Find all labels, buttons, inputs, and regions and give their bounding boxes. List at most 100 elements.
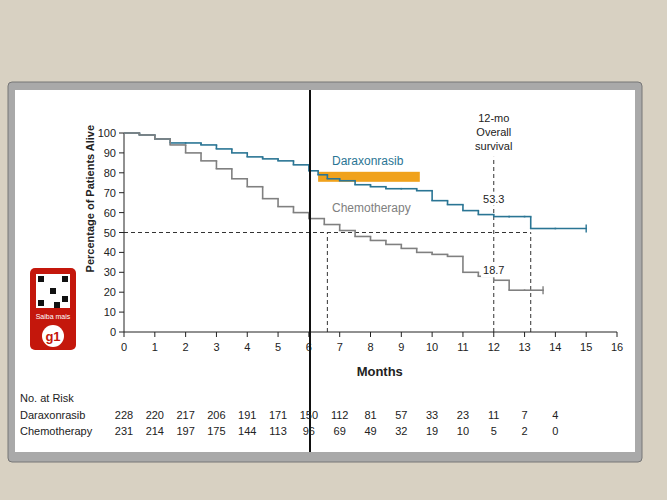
step-segment [340, 180, 355, 182]
step-segment [417, 252, 432, 254]
series-group [124, 133, 586, 294]
step-riser [530, 217, 532, 229]
step-riser [277, 199, 279, 207]
risk-count: 4 [552, 409, 558, 421]
x-tick [555, 332, 556, 337]
x-tick [401, 332, 402, 337]
risk-count: 228 [115, 409, 133, 421]
reference-line [327, 233, 328, 333]
step-segment [278, 160, 293, 162]
risk-count: 191 [238, 409, 256, 421]
badge-qr-cell [38, 276, 44, 282]
x-tick [586, 332, 587, 337]
x-tick-label: 16 [611, 341, 623, 353]
y-tick-label: 70 [104, 187, 116, 199]
risk-title: No. at Risk [20, 392, 74, 404]
annotation: 12-moOverallsurvival [475, 112, 512, 152]
step-riser [323, 219, 325, 225]
risk-count: 2 [522, 425, 528, 437]
step-riser [293, 207, 295, 213]
step-riser [246, 179, 248, 187]
wall [0, 0, 667, 500]
annotation-value: 53.3 [483, 193, 504, 205]
step-segment [216, 168, 231, 170]
step-segment [386, 244, 401, 246]
annotation-value: 18.7 [483, 264, 504, 276]
step-segment [371, 186, 386, 188]
step-segment [232, 152, 247, 154]
step-segment [494, 216, 509, 218]
censor-tick [542, 286, 543, 294]
step-segment [509, 289, 524, 291]
x-axis-title: Months [357, 364, 403, 379]
highlight [318, 172, 420, 182]
y-tick [119, 272, 124, 273]
y-tick-label: 100 [98, 127, 116, 139]
step-riser [231, 169, 233, 179]
x-tick-label: 3 [213, 341, 219, 353]
annotation-line: Overall [476, 126, 511, 138]
x-tick-label: 10 [426, 341, 438, 353]
step-riser [431, 191, 433, 201]
x-tick [278, 332, 279, 337]
annotation-line: survival [475, 140, 512, 152]
x-tick [339, 332, 340, 337]
step-segment [293, 164, 308, 166]
y-tick-label: 20 [104, 286, 116, 298]
x-tick [185, 332, 186, 337]
x-tick [124, 332, 125, 337]
step-segment [324, 224, 339, 226]
step-segment [309, 218, 324, 220]
risk-count: 171 [269, 409, 287, 421]
step-segment [340, 230, 355, 232]
risk-count: 81 [364, 409, 376, 421]
risk-count: 19 [426, 425, 438, 437]
y-tick [119, 292, 124, 293]
badge-qr-cell [38, 300, 44, 306]
risk-count: 231 [115, 425, 133, 437]
risk-count: 11 [488, 409, 499, 421]
label-patch [481, 192, 506, 206]
y-tick [119, 212, 124, 213]
screen-divider [309, 90, 311, 452]
y-tick [119, 252, 124, 253]
step-segment [371, 240, 386, 242]
x-tick-label: 13 [518, 341, 530, 353]
x-tick [617, 332, 618, 337]
x-tick-label: 1 [152, 341, 158, 353]
y-tick [119, 232, 124, 233]
risk-count: 144 [238, 425, 256, 437]
badge-qr-cell [50, 288, 56, 294]
step-segment [448, 204, 463, 206]
y-tick-label: 30 [104, 266, 116, 278]
step-segment [186, 152, 201, 154]
step-segment [327, 178, 339, 180]
badge [30, 268, 76, 350]
risk-count: 7 [522, 409, 528, 421]
risk-count: 217 [176, 409, 194, 421]
step-segment [432, 200, 447, 202]
step-segment [478, 214, 493, 216]
y-tick [119, 312, 124, 313]
step-segment [463, 271, 478, 273]
step-riser [216, 161, 218, 169]
step-segment [124, 132, 139, 134]
step-segment [263, 158, 278, 160]
risk-row-name: Daraxonrasib [20, 409, 85, 421]
step-segment [139, 134, 154, 136]
y-tick-label: 10 [104, 306, 116, 318]
step-segment [232, 178, 247, 180]
step-riser [200, 153, 202, 161]
screen [15, 90, 635, 452]
step-riser [262, 187, 264, 199]
y-tick-label: 90 [104, 147, 116, 159]
step-segment [263, 198, 278, 200]
y-tick [119, 133, 124, 134]
step-segment [293, 212, 308, 214]
y-tick-label: 50 [104, 227, 116, 239]
step-segment [494, 279, 509, 281]
step-segment [155, 138, 170, 140]
step-riser [339, 225, 341, 231]
y-axis-title: Percentage of Patients Alive [84, 125, 96, 273]
step-riser [508, 280, 510, 290]
